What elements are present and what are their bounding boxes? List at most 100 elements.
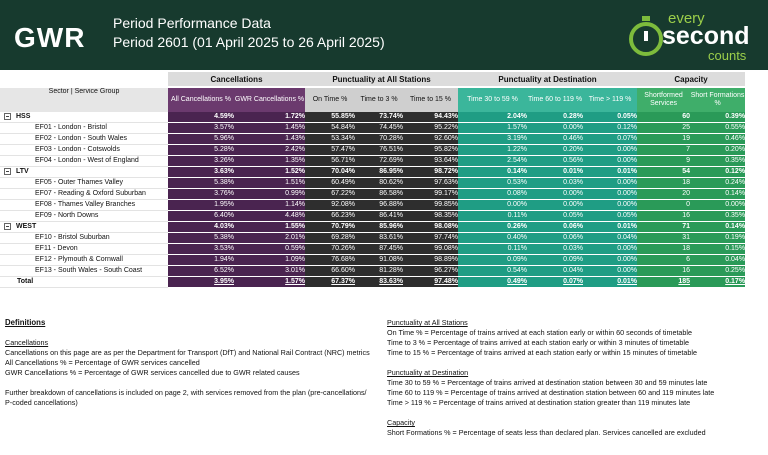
group-row: EF11 - Devon 3.53% 0.59% 70.26% 87.45% 99.08%… (0, 243, 746, 255)
performance-table: Cancellations Punctuality at All Stations… (0, 72, 746, 288)
value-cell: 0.25% (690, 265, 746, 277)
value-cell: 60.49% (305, 177, 356, 189)
group-row: EF04 - London - West of England 3.26% 1.35… (0, 155, 746, 167)
group-name: EF03 - London - Cotswolds (35, 146, 120, 153)
value-cell: 3.19% (458, 133, 528, 145)
collapse-icon[interactable] (4, 112, 11, 120)
total-row: Total 3.95% 1.57% 67.37% 83.63% 97.48% 0.49% 0.… (0, 276, 746, 288)
value-text: 0.17% (725, 278, 746, 285)
value-cell: 0.53% (458, 177, 528, 189)
value-cell: 0.54% (458, 265, 528, 277)
value-cell: 95.22% (403, 122, 459, 134)
value-cell: 0.49% (458, 276, 528, 288)
definition-line: Time > 119 % = Percentage of trains arri… (387, 398, 691, 407)
value-cell: 73.74% (355, 112, 404, 123)
value-cell: 85.96% (355, 221, 404, 233)
value-cell: 98.89% (403, 254, 459, 266)
value-cell: 2.04% (458, 112, 528, 123)
value-cell: 67.37% (305, 276, 356, 288)
value-cell: 76.51% (355, 144, 404, 156)
value-cell: 93.64% (403, 155, 459, 167)
value-cell: 1.43% (234, 133, 306, 145)
definition-section: Cancellations Cancellations on this page … (5, 338, 370, 408)
value-cell: 18 (637, 177, 691, 189)
subtitle: Period 2601 (01 April 2025 to 26 April 2… (113, 34, 385, 50)
group-row: EF07 - Reading & Oxford Suburban 3.76% 0.9… (0, 188, 746, 200)
definitions-right: Punctuality at All Stations On Time % = P… (387, 318, 767, 448)
value-cell: 1.51% (234, 177, 306, 189)
row-label: Total (0, 276, 168, 288)
definition-heading: Punctuality at Destination (387, 368, 469, 377)
value-cell: 16 (637, 265, 691, 277)
value-cell: 3.26% (168, 155, 234, 167)
value-text: 0.49% (507, 278, 528, 285)
value-cell: 71 (637, 221, 691, 233)
sector-row: WEST 4.03% 1.55% 70.79% 85.96% 98.08% 0.26% 0.0… (0, 221, 746, 233)
group-header: Punctuality at Destination (458, 72, 638, 88)
row-label: HSS (0, 112, 168, 123)
value-cell: 7 (637, 144, 691, 156)
value-cell: 54.84% (305, 122, 356, 134)
value-cell: 6 (637, 254, 691, 266)
value-cell: 0.04% (583, 232, 638, 244)
group-row: EF09 - North Downs 6.40% 4.48% 66.23% 86.41%… (0, 210, 746, 222)
collapse-icon[interactable] (4, 167, 11, 175)
value-cell: 72.69% (355, 155, 404, 167)
value-text: 0.01% (617, 278, 638, 285)
value-cell: 0.55% (690, 122, 746, 134)
value-cell: 53.34% (305, 133, 356, 145)
value-cell: 0.56% (527, 155, 584, 167)
value-cell: 0.59% (234, 243, 306, 255)
value-cell: 95.82% (403, 144, 459, 156)
group-header: Capacity (637, 72, 746, 88)
value-cell: 57.47% (305, 144, 356, 156)
collapse-icon[interactable] (4, 222, 11, 230)
sector-name: HSS (16, 113, 31, 120)
value-cell: 0.05% (583, 210, 638, 222)
brand-word: every (668, 10, 705, 27)
value-cell: 1.52% (234, 166, 306, 178)
row-label: EF12 - Plymouth & Cornwall (0, 254, 168, 266)
value-cell: 0.00% (583, 155, 638, 167)
value-cell: 19 (637, 133, 691, 145)
value-cell: 98.35% (403, 210, 459, 222)
group-row: EF10 - Bristol Suburban 5.38% 2.01% 69.28% 8… (0, 232, 746, 244)
value-cell: 0.11% (458, 210, 528, 222)
value-cell: 66.60% (305, 265, 356, 277)
group-header: Punctuality at All Stations (305, 72, 459, 88)
definition-paragraph: Further breakdown of cancellations is in… (5, 388, 370, 408)
value-cell: 0.00% (583, 243, 638, 255)
value-cell: 3.53% (168, 243, 234, 255)
row-label: EF10 - Bristol Suburban (0, 232, 168, 244)
value-cell: 0.12% (690, 166, 746, 178)
logo: GWR (14, 22, 86, 53)
value-cell: 0.20% (690, 144, 746, 156)
value-text: 1.57% (285, 278, 306, 285)
value-cell: 0.28% (527, 112, 584, 123)
value-cell: 60 (637, 112, 691, 123)
value-cell: 3.76% (168, 188, 234, 200)
value-cell: 0.26% (458, 221, 528, 233)
column-header: Time 60 to 119 % (527, 87, 584, 112)
value-cell: 0.00% (583, 254, 638, 266)
value-cell: 0.11% (458, 243, 528, 255)
value-cell: 5.38% (168, 232, 234, 244)
value-cell: 98.72% (403, 166, 459, 178)
value-cell: 86.95% (355, 166, 404, 178)
value-cell: 3.95% (168, 276, 234, 288)
value-cell: 0.00% (527, 188, 584, 200)
value-cell: 16 (637, 210, 691, 222)
value-cell: 2.54% (458, 155, 528, 167)
definition-line: Time to 15 % = Percentage of trains arri… (387, 348, 697, 357)
row-label: EF03 - London - Cotswolds (0, 144, 168, 156)
value-cell: 69.28% (305, 232, 356, 244)
value-cell: 0.01% (583, 166, 638, 178)
value-cell: 0.00% (690, 199, 746, 211)
column-header: Time 30 to 59 % (458, 87, 528, 112)
definition-heading: Cancellations (5, 338, 49, 347)
value-cell: 96.27% (403, 265, 459, 277)
group-name: EF13 - South Wales - South Coast (35, 267, 143, 274)
value-cell: 25 (637, 122, 691, 134)
value-cell: 20 (637, 188, 691, 200)
value-cell: 0.46% (527, 133, 584, 145)
